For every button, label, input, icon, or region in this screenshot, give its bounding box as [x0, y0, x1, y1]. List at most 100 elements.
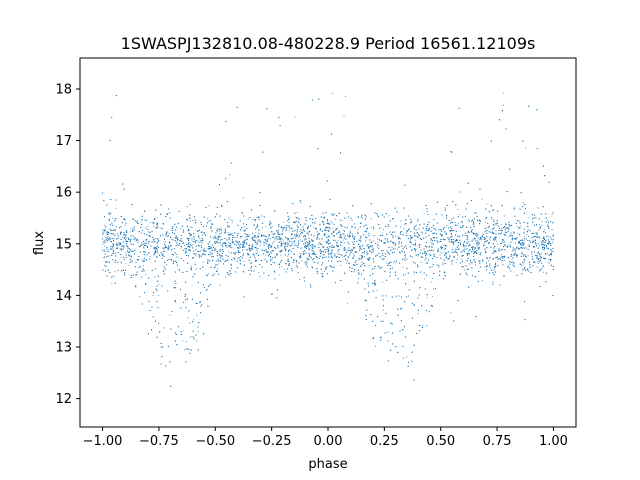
- data-point: [219, 239, 222, 241]
- data-point: [382, 242, 384, 244]
- data-point: [219, 255, 221, 257]
- data-point: [344, 230, 346, 232]
- data-point: [229, 174, 231, 176]
- data-point: [261, 215, 263, 217]
- data-point: [337, 240, 339, 242]
- data-point: [297, 220, 299, 222]
- data-point: [158, 283, 160, 286]
- data-point: [143, 247, 145, 249]
- data-point: [424, 278, 426, 280]
- data-point: [449, 255, 451, 257]
- data-point: [118, 242, 120, 244]
- data-point: [368, 264, 370, 266]
- data-point: [431, 265, 433, 268]
- data-point: [381, 232, 383, 234]
- data-point: [287, 255, 289, 257]
- data-point: [511, 259, 513, 261]
- data-point: [469, 243, 471, 245]
- data-point: [481, 234, 483, 236]
- data-point: [461, 258, 463, 260]
- data-point: [256, 217, 258, 219]
- data-point: [439, 251, 441, 253]
- data-point: [545, 244, 547, 246]
- data-point: [179, 227, 181, 229]
- data-point: [395, 225, 397, 227]
- data-point: [443, 251, 445, 253]
- data-point: [352, 234, 354, 236]
- data-point: [257, 271, 260, 274]
- data-point: [299, 239, 301, 241]
- data-point: [189, 220, 191, 222]
- data-point: [343, 115, 345, 117]
- data-point: [461, 222, 463, 224]
- data-point: [217, 260, 219, 262]
- data-point: [169, 212, 171, 214]
- data-point: [548, 235, 550, 237]
- data-point: [484, 266, 486, 268]
- data-point: [299, 279, 301, 281]
- data-point: [467, 239, 469, 241]
- data-point: [281, 238, 283, 240]
- data-point: [330, 250, 333, 252]
- data-point: [159, 227, 161, 229]
- data-point: [353, 271, 355, 273]
- data-point: [257, 232, 259, 234]
- data-point: [393, 241, 395, 243]
- data-point: [216, 264, 218, 266]
- data-point: [331, 227, 333, 229]
- data-point: [122, 237, 124, 239]
- data-point: [153, 225, 155, 227]
- data-point: [219, 250, 221, 253]
- data-point: [342, 233, 344, 235]
- data-point: [344, 241, 346, 244]
- data-point: [441, 252, 443, 254]
- data-point: [372, 248, 374, 250]
- data-point: [395, 262, 397, 264]
- data-point: [462, 250, 464, 252]
- data-point: [526, 239, 529, 241]
- data-point: [495, 240, 497, 242]
- data-point: [463, 269, 465, 271]
- data-point: [255, 220, 257, 222]
- data-point: [381, 253, 383, 255]
- data-point: [278, 229, 280, 231]
- data-point: [382, 249, 385, 251]
- data-point: [141, 259, 143, 261]
- data-point: [228, 251, 230, 253]
- data-point: [499, 233, 501, 235]
- data-point: [544, 247, 546, 249]
- data-point: [318, 242, 321, 244]
- data-point: [206, 290, 208, 292]
- data-point: [217, 242, 219, 244]
- data-point: [126, 237, 128, 239]
- data-point: [128, 264, 130, 267]
- data-point: [380, 257, 382, 259]
- data-point: [185, 341, 187, 343]
- data-point: [169, 314, 171, 316]
- data-point: [524, 235, 526, 237]
- data-point: [359, 246, 361, 248]
- data-point: [233, 251, 235, 253]
- data-point: [125, 252, 127, 254]
- data-point: [330, 221, 332, 223]
- data-point: [299, 228, 302, 230]
- data-point: [259, 244, 261, 246]
- data-point: [450, 312, 452, 314]
- data-point: [366, 229, 368, 231]
- data-point: [228, 241, 230, 243]
- data-point: [247, 218, 249, 220]
- data-point: [540, 252, 542, 254]
- data-point: [296, 211, 298, 214]
- data-point: [421, 324, 424, 326]
- data-point: [206, 218, 208, 220]
- data-point: [265, 225, 267, 227]
- data-point: [342, 239, 344, 241]
- data-point: [413, 226, 415, 228]
- data-point: [481, 280, 483, 282]
- data-point: [424, 250, 426, 252]
- data-point: [216, 268, 219, 270]
- data-point: [538, 244, 540, 246]
- data-point: [187, 317, 189, 319]
